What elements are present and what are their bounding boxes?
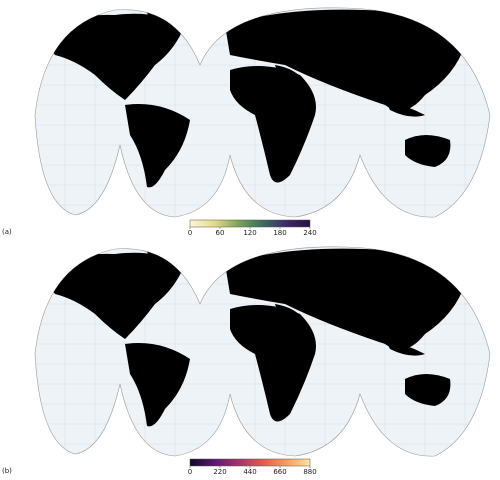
colorbar [189, 219, 311, 228]
colorbar-tick-label: 60 [216, 229, 225, 237]
colorbar-tick-label: 240 [303, 229, 316, 237]
map-a [34, 7, 491, 218]
colorbar-tick-label: 120 [243, 229, 256, 237]
colorbar-tick-label: 220 [213, 468, 226, 476]
colorbar-tick-label: 880 [303, 468, 316, 476]
colorbar-tick-label: 660 [273, 468, 286, 476]
colorbar-tick-label: 0 [188, 229, 192, 237]
panel-label: (b) [2, 467, 12, 475]
colorbar-tick-label: 0 [188, 468, 192, 476]
map-b [34, 246, 491, 457]
colorbar-tick-label: 180 [273, 229, 286, 237]
colorbar-tick-label: 440 [243, 468, 256, 476]
colorbar [189, 458, 311, 467]
panel-label: (a) [2, 228, 12, 236]
